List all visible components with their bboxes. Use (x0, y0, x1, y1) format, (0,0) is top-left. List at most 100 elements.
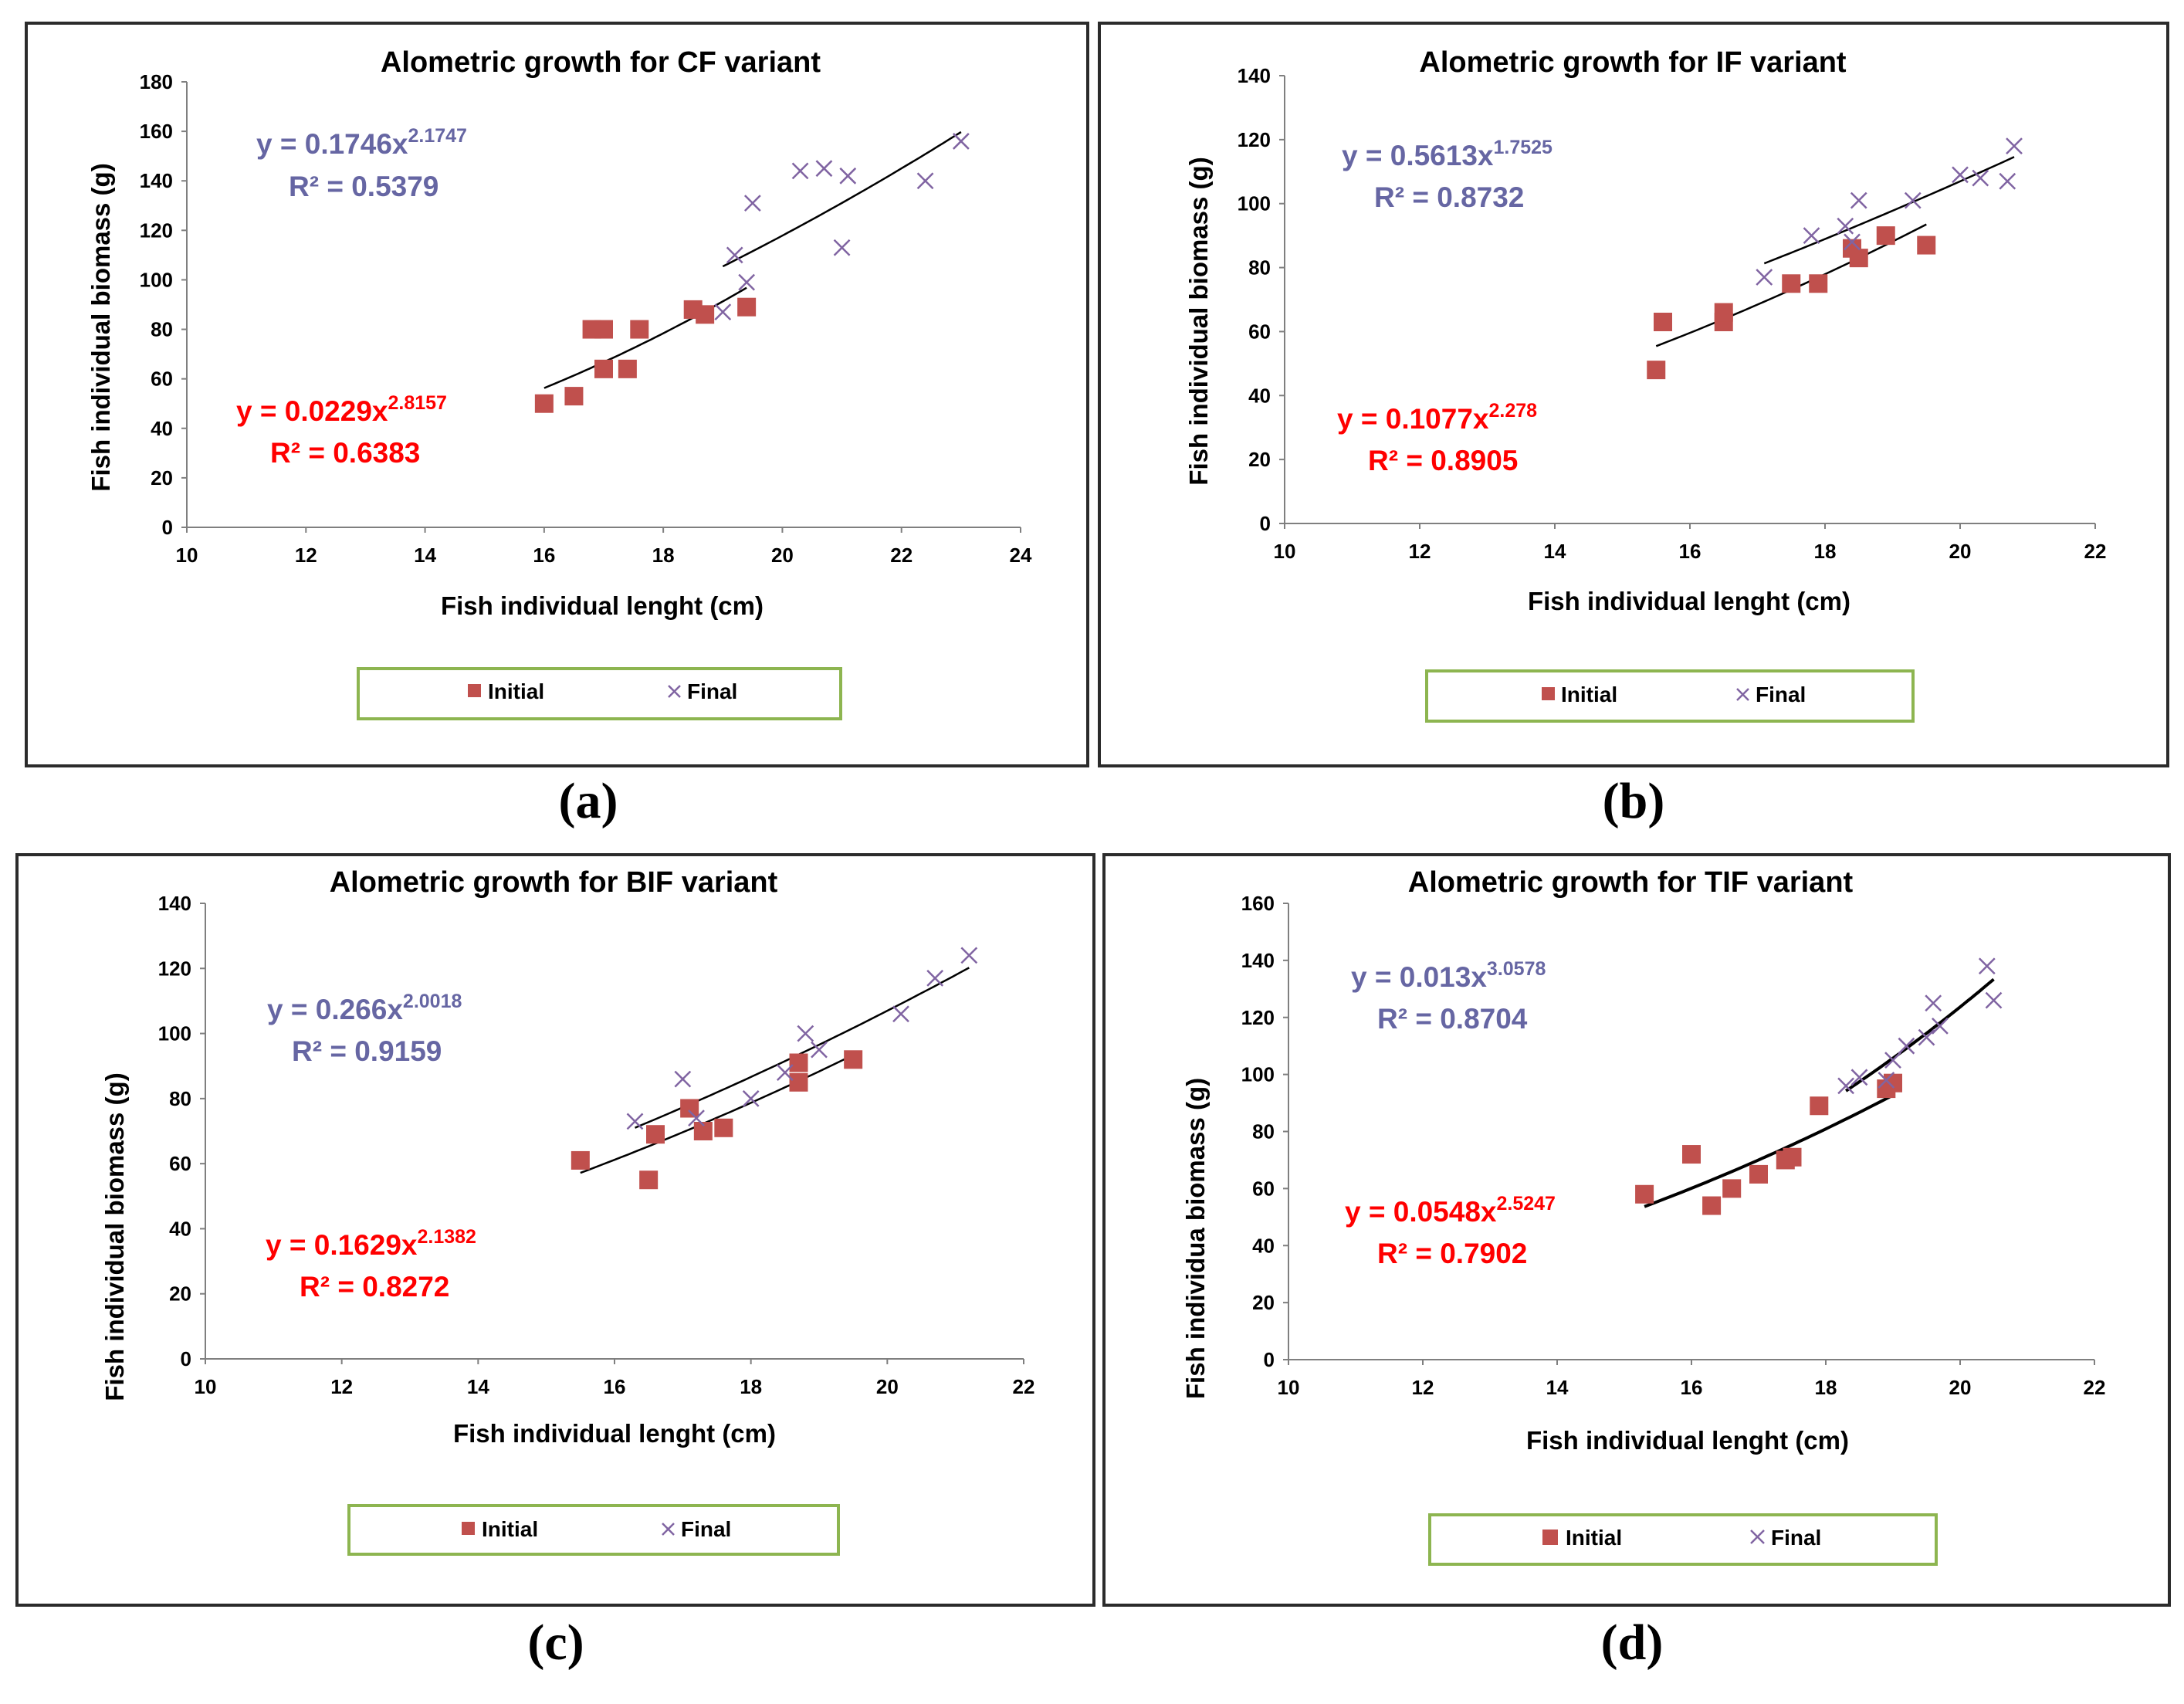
x-tick-label: 22 (890, 544, 913, 567)
initial-data-point (1722, 1179, 1742, 1198)
final-data-point (1850, 1069, 1868, 1086)
initial-data-point (630, 320, 649, 339)
x-tick-label: 18 (652, 544, 675, 567)
y-tick-label: 40 (1252, 1234, 1275, 1257)
initial-data-point (1782, 274, 1801, 293)
final-data-point (815, 160, 833, 178)
legend-initial-label: Initial (482, 1517, 538, 1541)
final-data-point (1844, 233, 1861, 251)
initial-fit-r2: R² = 0.6383 (270, 437, 420, 469)
legend-initial-label: Initial (1566, 1526, 1622, 1550)
final-data-point (1756, 269, 1773, 286)
final-data-point (738, 273, 756, 291)
y-tick-label: 140 (140, 169, 173, 192)
x-tick-label: 12 (295, 544, 317, 567)
final-fit-equation: y = 0.1746x2.1747 (256, 125, 467, 160)
legend-box (357, 667, 842, 720)
final-data-point (839, 167, 857, 185)
initial-data-point (1702, 1196, 1722, 1215)
y-tick-label: 0 (1260, 512, 1271, 535)
y-tick-label: 20 (151, 466, 173, 490)
x-tick-label: 16 (1679, 540, 1701, 563)
final-data-point (688, 1109, 705, 1127)
legend-initial-marker (462, 1522, 475, 1535)
final-data-point (960, 947, 978, 964)
initial-data-point (680, 1099, 699, 1118)
final-data-point (1837, 1077, 1854, 1095)
x-tick-label: 10 (195, 1375, 217, 1398)
y-tick-label: 160 (140, 120, 173, 143)
x-tick-label: 14 (467, 1375, 489, 1398)
y-tick-label: 120 (158, 957, 191, 980)
y-tick-label: 20 (1252, 1291, 1275, 1314)
final-data-point (892, 1005, 909, 1023)
y-tick-label: 20 (169, 1282, 191, 1306)
y-tick-label: 60 (1252, 1177, 1275, 1200)
legend-final-marker (1750, 1530, 1765, 1544)
y-tick-label: 40 (169, 1217, 191, 1240)
final-data-point (1952, 166, 1969, 184)
final-data-point (2006, 137, 2023, 155)
final-data-point (1999, 172, 2016, 190)
x-tick-label: 14 (1546, 1376, 1569, 1399)
initial-data-point (1809, 274, 1828, 293)
y-tick-label: 60 (1248, 320, 1271, 343)
x-tick-label: 20 (876, 1375, 899, 1398)
chart-c: Alometric growth for BIF variant 10 12 14 1… (100, 866, 1034, 1556)
initial-data-point (1635, 1184, 1654, 1204)
x-tick-label: 20 (771, 544, 794, 567)
y-tick-label: 80 (151, 318, 173, 341)
initial-data-point (646, 1125, 665, 1144)
x-axis-label: Fish individual lenght (cm) (453, 1419, 776, 1448)
y-tick-label: 100 (1241, 1063, 1275, 1086)
final-data-point (1803, 227, 1820, 245)
y-tick-label: 60 (169, 1152, 191, 1175)
y-tick-label: 100 (140, 268, 173, 291)
initial-data-point (571, 1150, 590, 1170)
legend-final-marker (1736, 688, 1749, 701)
final-trendline (1763, 156, 2015, 265)
x-axis-label: Fish individual lenght (cm) (1526, 1426, 1849, 1455)
final-data-point (926, 970, 944, 987)
x-tick-label: 24 (1010, 544, 1032, 567)
y-axis-label: Fish individua biomass (g) (1181, 1078, 1210, 1399)
final-data-point (1918, 1028, 1935, 1046)
y-tick-label: 0 (1264, 1348, 1275, 1371)
x-tick-label: 12 (330, 1375, 353, 1398)
legend-final-label: Final (1756, 683, 1806, 706)
initial-data-point (1654, 313, 1672, 331)
legend-final-marker (668, 685, 681, 698)
legend-initial-marker (1542, 687, 1555, 700)
initial-data-point (696, 305, 715, 324)
final-data-point (811, 1041, 828, 1059)
panel-label-a: (a) (558, 773, 618, 829)
initial-data-point (618, 359, 637, 378)
initial-trendline (1644, 1093, 1894, 1208)
final-fit-equation: y = 0.5613x1.7525 (1342, 137, 1553, 171)
legend-box (1425, 669, 1915, 723)
chart-panel-c (15, 853, 1095, 1607)
panel-label-d: (d) (1600, 1614, 1664, 1671)
final-trendline (722, 130, 962, 268)
final-data-point (1884, 1052, 1901, 1069)
initial-data-point (564, 387, 584, 406)
final-data-point (1898, 1037, 1915, 1055)
x-tick-label: 18 (1815, 1376, 1837, 1399)
initial-data-point (1917, 235, 1936, 255)
y-tick-label: 140 (1241, 949, 1275, 972)
initial-fit-equation: y = 0.1629x2.1382 (266, 1226, 476, 1261)
x-tick-label: 22 (2084, 540, 2107, 563)
y-tick-label: 80 (169, 1087, 191, 1110)
chart-title: Alometric growth for IF variant (1419, 46, 1847, 79)
x-tick-label: 16 (604, 1375, 626, 1398)
y-tick-label: 100 (158, 1022, 191, 1045)
final-data-point (1985, 991, 2003, 1009)
chart-panel-a (25, 22, 1089, 767)
final-fit-r2: R² = 0.5379 (289, 171, 438, 202)
final-data-point (1850, 191, 1867, 209)
y-tick-label: 0 (162, 516, 173, 539)
chart-title: Alometric growth for CF variant (381, 46, 821, 79)
y-tick-label: 120 (1241, 1006, 1275, 1029)
y-tick-label: 60 (151, 368, 173, 391)
legend-initial-marker (468, 684, 481, 697)
